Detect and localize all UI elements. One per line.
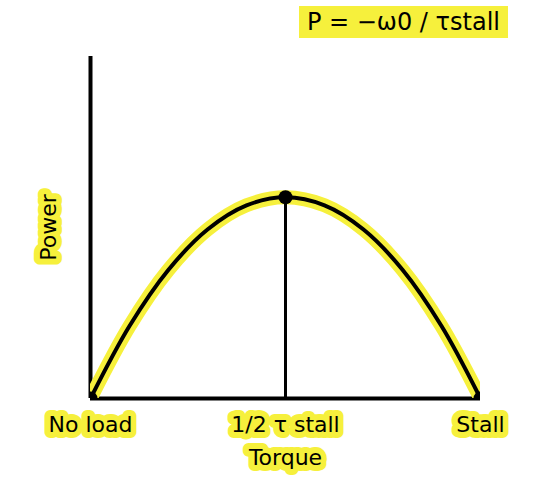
svg-text:No load: No load [49,412,133,437]
svg-text:Power: Power [36,193,61,260]
svg-text:Stall: Stall [456,412,504,437]
html-text:P = −ω0 / τstall: P = −ω0 / τstall [306,8,500,36]
svg-text:1/2 τ stall: 1/2 τ stall [231,412,339,437]
svg-text:Torque: Torque [248,445,322,470]
